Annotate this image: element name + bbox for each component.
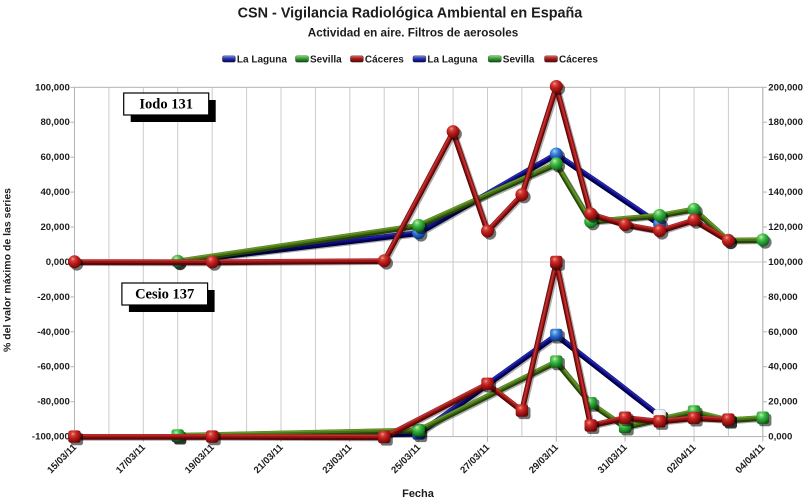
svg-text:CSN - Vigilancia Radiológica A: CSN - Vigilancia Radiológica Ambiental e… xyxy=(238,5,584,21)
svg-text:120,000: 120,000 xyxy=(768,222,803,233)
svg-text:Actividad en aire. Filtros de: Actividad en aire. Filtros de aerosoles xyxy=(308,27,519,40)
svg-text:0,000: 0,000 xyxy=(46,257,70,268)
svg-text:200,000: 200,000 xyxy=(768,82,803,93)
svg-text:% del valor máximo de las seri: % del valor máximo de las series xyxy=(2,188,14,352)
svg-text:Fecha: Fecha xyxy=(402,488,435,500)
svg-text:100,000: 100,000 xyxy=(35,82,70,93)
svg-text:Iodo 131: Iodo 131 xyxy=(139,97,193,113)
svg-text:-20,000: -20,000 xyxy=(37,292,70,303)
svg-text:60,000: 60,000 xyxy=(768,327,797,338)
svg-text:Cesio 137: Cesio 137 xyxy=(135,287,194,303)
svg-text:20,000: 20,000 xyxy=(40,222,69,233)
svg-text:La Laguna: La Laguna xyxy=(237,55,287,66)
svg-text:20,000: 20,000 xyxy=(768,397,797,408)
svg-text:Sevilla: Sevilla xyxy=(503,55,535,66)
svg-text:140,000: 140,000 xyxy=(768,187,803,198)
svg-text:-80,000: -80,000 xyxy=(37,397,70,408)
svg-text:Sevilla: Sevilla xyxy=(310,55,342,66)
svg-text:180,000: 180,000 xyxy=(768,117,803,128)
svg-text:40,000: 40,000 xyxy=(40,187,69,198)
svg-text:-60,000: -60,000 xyxy=(37,362,70,373)
svg-text:0,000: 0,000 xyxy=(768,432,792,443)
svg-text:60,000: 60,000 xyxy=(40,152,69,163)
svg-text:Cáceres: Cáceres xyxy=(559,55,598,66)
svg-text:100,000: 100,000 xyxy=(768,257,803,268)
svg-text:160,000: 160,000 xyxy=(768,152,803,163)
svg-text:La Laguna: La Laguna xyxy=(427,55,477,66)
svg-text:40,000: 40,000 xyxy=(768,362,797,373)
svg-text:Cáceres: Cáceres xyxy=(365,55,404,66)
svg-text:80,000: 80,000 xyxy=(40,117,69,128)
svg-text:-40,000: -40,000 xyxy=(37,327,70,338)
svg-text:80,000: 80,000 xyxy=(768,292,797,303)
svg-text:-100,000: -100,000 xyxy=(32,432,70,443)
